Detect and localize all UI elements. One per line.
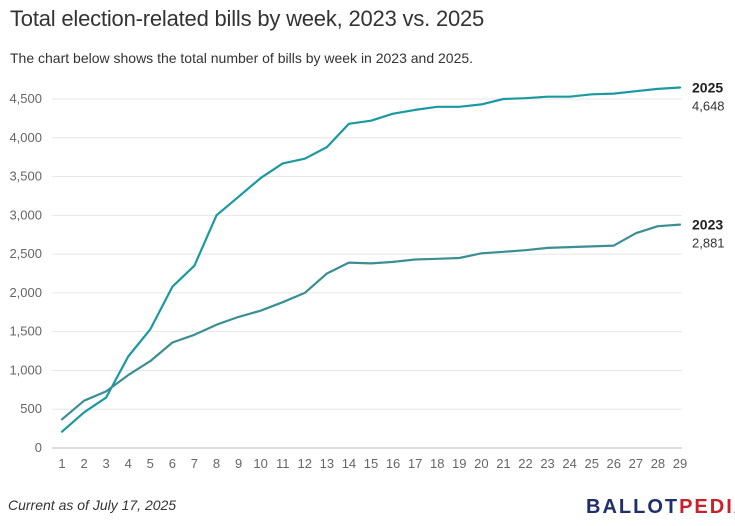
x-tick-label: 14: [342, 456, 356, 471]
gridlines: [52, 98, 682, 449]
x-tick-label: 15: [364, 456, 378, 471]
x-tick-label: 1: [58, 456, 65, 471]
series-value-2025: 4,648: [692, 99, 725, 114]
x-tick-label: 3: [103, 456, 110, 471]
x-tick-label: 23: [540, 456, 554, 471]
x-tick-label: 21: [496, 456, 510, 471]
end-labels: 2025 4,648 2023 2,881: [692, 80, 725, 251]
x-tick-label: 24: [562, 456, 576, 471]
chart-subtitle: The chart below shows the total number o…: [10, 50, 474, 66]
x-tick-label: 2: [80, 456, 87, 471]
y-axis-ticks: 0 500 1,000 1,500 2,000 2,500 3,000 3,500 4,000 4…: [9, 91, 42, 455]
y-tick-label: 2,500: [9, 246, 42, 261]
x-tick-label: 4: [125, 456, 132, 471]
y-tick-label: 4,000: [9, 130, 42, 145]
x-tick-label: 26: [607, 456, 621, 471]
logo-part-ballot: BALLOT: [586, 496, 680, 518]
x-tick-label: 18: [430, 456, 444, 471]
y-tick-label: 4,500: [9, 91, 42, 106]
series-value-2023: 2,881: [692, 236, 725, 251]
x-tick-label: 11: [276, 456, 290, 471]
y-tick-label: 2,000: [9, 285, 42, 300]
series-line-2023: [60, 223, 682, 421]
x-tick-label: 17: [408, 456, 422, 471]
chart-title: Total election-related bills by week, 20…: [10, 6, 485, 31]
x-tick-label: 13: [320, 456, 334, 471]
y-tick-label: 500: [20, 401, 42, 416]
series-label-2023: 2023: [692, 217, 723, 233]
x-tick-label: 16: [386, 456, 400, 471]
y-tick-label: 0: [35, 440, 42, 455]
x-tick-label: 27: [629, 456, 643, 471]
x-tick-label: 28: [651, 456, 665, 471]
y-tick-label: 1,000: [9, 362, 42, 377]
series-group: [60, 86, 682, 433]
y-tick-label: 3,500: [9, 169, 42, 184]
x-tick-label: 5: [147, 456, 154, 471]
x-tick-label: 8: [213, 456, 220, 471]
x-tick-label: 10: [253, 456, 267, 471]
x-tick-label: 7: [191, 456, 198, 471]
ballotpedia-logo[interactable]: BALLOTPEDIA: [586, 496, 735, 519]
footnote: Current as of July 17, 2025: [8, 497, 177, 513]
x-tick-label: 9: [235, 456, 242, 471]
y-tick-label: 1,500: [9, 324, 42, 339]
x-tick-label: 6: [169, 456, 176, 471]
x-axis-ticks: 1 2 3 4 5 6 7 8 9 10 11 12 13 14 15 16 17 18 19 20 21 22 23 24 2…: [58, 456, 687, 471]
series-line-2025: [60, 86, 682, 433]
logo-part-pedia: PEDIA: [679, 496, 735, 518]
x-tick-label: 12: [298, 456, 312, 471]
y-tick-label: 3,000: [9, 207, 42, 222]
x-tick-label: 20: [474, 456, 488, 471]
x-tick-label: 22: [518, 456, 532, 471]
x-tick-label: 25: [584, 456, 598, 471]
x-tick-label: 29: [673, 456, 687, 471]
series-label-2025: 2025: [692, 80, 723, 96]
x-tick-label: 19: [452, 456, 466, 471]
